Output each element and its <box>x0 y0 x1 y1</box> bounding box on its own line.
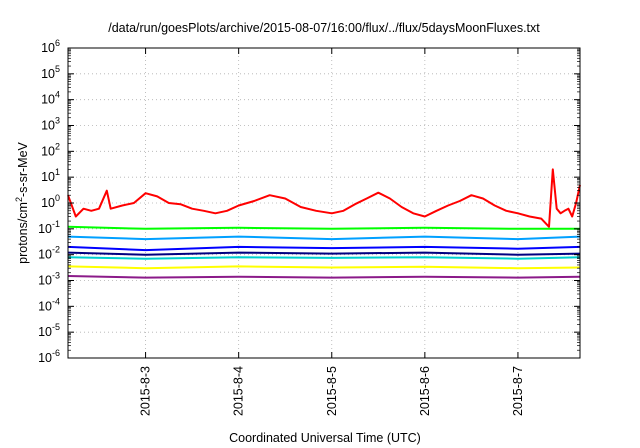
series-line-1 <box>67 168 581 228</box>
y-tick-label: 10-3 <box>38 271 60 288</box>
y-tick-label: 10-4 <box>38 296 60 313</box>
y-axis-title: protons/cm2-s-sr-MeV <box>14 141 30 263</box>
series-line-7 <box>67 265 581 270</box>
ticks <box>68 47 580 359</box>
series-group <box>67 168 581 279</box>
chart-title: /data/run/goesPlots/archive/2015-08-07/1… <box>108 21 540 35</box>
grid <box>68 48 580 358</box>
y-tick-label: 102 <box>41 141 60 158</box>
x-tick-label: 2015-8-5 <box>325 366 339 416</box>
series-line-2 <box>67 225 580 230</box>
y-tick-label: 105 <box>41 64 60 81</box>
series-line-6 <box>67 256 581 260</box>
y-tick-label: 10-5 <box>38 322 60 339</box>
x-axis-title: Coordinated Universal Time (UTC) <box>229 431 421 445</box>
y-tick-label: 10-1 <box>38 219 60 236</box>
y-tick-label: 106 <box>41 38 60 55</box>
x-tick-label: 2015-8-6 <box>418 366 432 416</box>
x-tick-label: 2015-8-7 <box>511 366 525 416</box>
y-tick-label: 10-6 <box>38 348 60 365</box>
x-tick-label: 2015-8-4 <box>232 366 246 416</box>
x-tick-label: 2015-8-3 <box>139 366 153 416</box>
y-tick-label: 104 <box>41 90 60 107</box>
y-tick-label: 101 <box>41 167 60 184</box>
series-line-5 <box>67 251 581 256</box>
series-line-8 <box>67 275 581 279</box>
series-line-4 <box>67 245 581 252</box>
series-line-3 <box>67 235 581 241</box>
y-tick-label: 10-2 <box>38 245 60 262</box>
y-tick-labels: 10-6 10-5 10-4 10-3 10-2 10-1 100 101 102 103 104 1… <box>38 38 60 365</box>
x-tick-labels: 2015-8-3 2015-8-4 2015-8-5 2015-8-6 2015-8-7 <box>139 366 525 416</box>
y-tick-label: 100 <box>41 193 60 210</box>
y-tick-label: 103 <box>41 116 60 133</box>
